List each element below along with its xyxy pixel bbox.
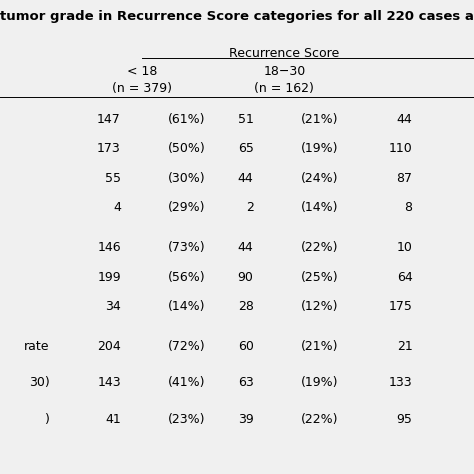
Text: 64: 64 — [397, 271, 412, 284]
Text: 39: 39 — [238, 412, 254, 426]
Text: 95: 95 — [397, 412, 412, 426]
Text: 55: 55 — [105, 172, 121, 185]
Text: (73%): (73%) — [168, 241, 206, 255]
Text: 147: 147 — [97, 113, 121, 126]
Text: (19%): (19%) — [301, 142, 338, 155]
Text: (21%): (21%) — [301, 340, 338, 354]
Text: (19%): (19%) — [301, 376, 338, 390]
Text: (12%): (12%) — [301, 300, 338, 313]
Text: (14%): (14%) — [168, 300, 206, 313]
Text: 8: 8 — [404, 201, 412, 214]
Text: (29%): (29%) — [168, 201, 206, 214]
Text: 34: 34 — [105, 300, 121, 313]
Text: 44: 44 — [238, 172, 254, 185]
Text: 18−30
(n = 162): 18−30 (n = 162) — [255, 65, 314, 95]
Text: (25%): (25%) — [301, 271, 338, 284]
Text: (56%): (56%) — [168, 271, 206, 284]
Text: < 18
(n = 379): < 18 (n = 379) — [112, 65, 172, 95]
Text: 60: 60 — [238, 340, 254, 354]
Text: (21%): (21%) — [301, 113, 338, 126]
Text: 44: 44 — [238, 241, 254, 255]
Text: Recurrence Score: Recurrence Score — [229, 47, 339, 60]
Text: (22%): (22%) — [301, 241, 338, 255]
Text: tumor grade in Recurrence Score categories for all 220 cases and 5: tumor grade in Recurrence Score categori… — [0, 10, 474, 23]
Text: 90: 90 — [238, 271, 254, 284]
Text: 41: 41 — [105, 412, 121, 426]
Text: 175: 175 — [389, 300, 412, 313]
Text: 63: 63 — [238, 376, 254, 390]
Text: (61%): (61%) — [168, 113, 206, 126]
Text: 133: 133 — [389, 376, 412, 390]
Text: 21: 21 — [397, 340, 412, 354]
Text: (24%): (24%) — [301, 172, 338, 185]
Text: 173: 173 — [97, 142, 121, 155]
Text: 4: 4 — [113, 201, 121, 214]
Text: 146: 146 — [97, 241, 121, 255]
Text: (14%): (14%) — [301, 201, 338, 214]
Text: (30%): (30%) — [168, 172, 206, 185]
Text: 110: 110 — [389, 142, 412, 155]
Text: 30): 30) — [29, 376, 50, 390]
Text: 28: 28 — [238, 300, 254, 313]
Text: 2: 2 — [246, 201, 254, 214]
Text: rate: rate — [24, 340, 50, 354]
Text: (22%): (22%) — [301, 412, 338, 426]
Text: 143: 143 — [97, 376, 121, 390]
Text: 65: 65 — [238, 142, 254, 155]
Text: (23%): (23%) — [168, 412, 206, 426]
Text: 199: 199 — [97, 271, 121, 284]
Text: (50%): (50%) — [168, 142, 206, 155]
Text: 51: 51 — [238, 113, 254, 126]
Text: (41%): (41%) — [168, 376, 206, 390]
Text: 44: 44 — [397, 113, 412, 126]
Text: ): ) — [45, 412, 50, 426]
Text: (72%): (72%) — [168, 340, 206, 354]
Text: 87: 87 — [396, 172, 412, 185]
Text: 204: 204 — [97, 340, 121, 354]
Text: 10: 10 — [397, 241, 412, 255]
